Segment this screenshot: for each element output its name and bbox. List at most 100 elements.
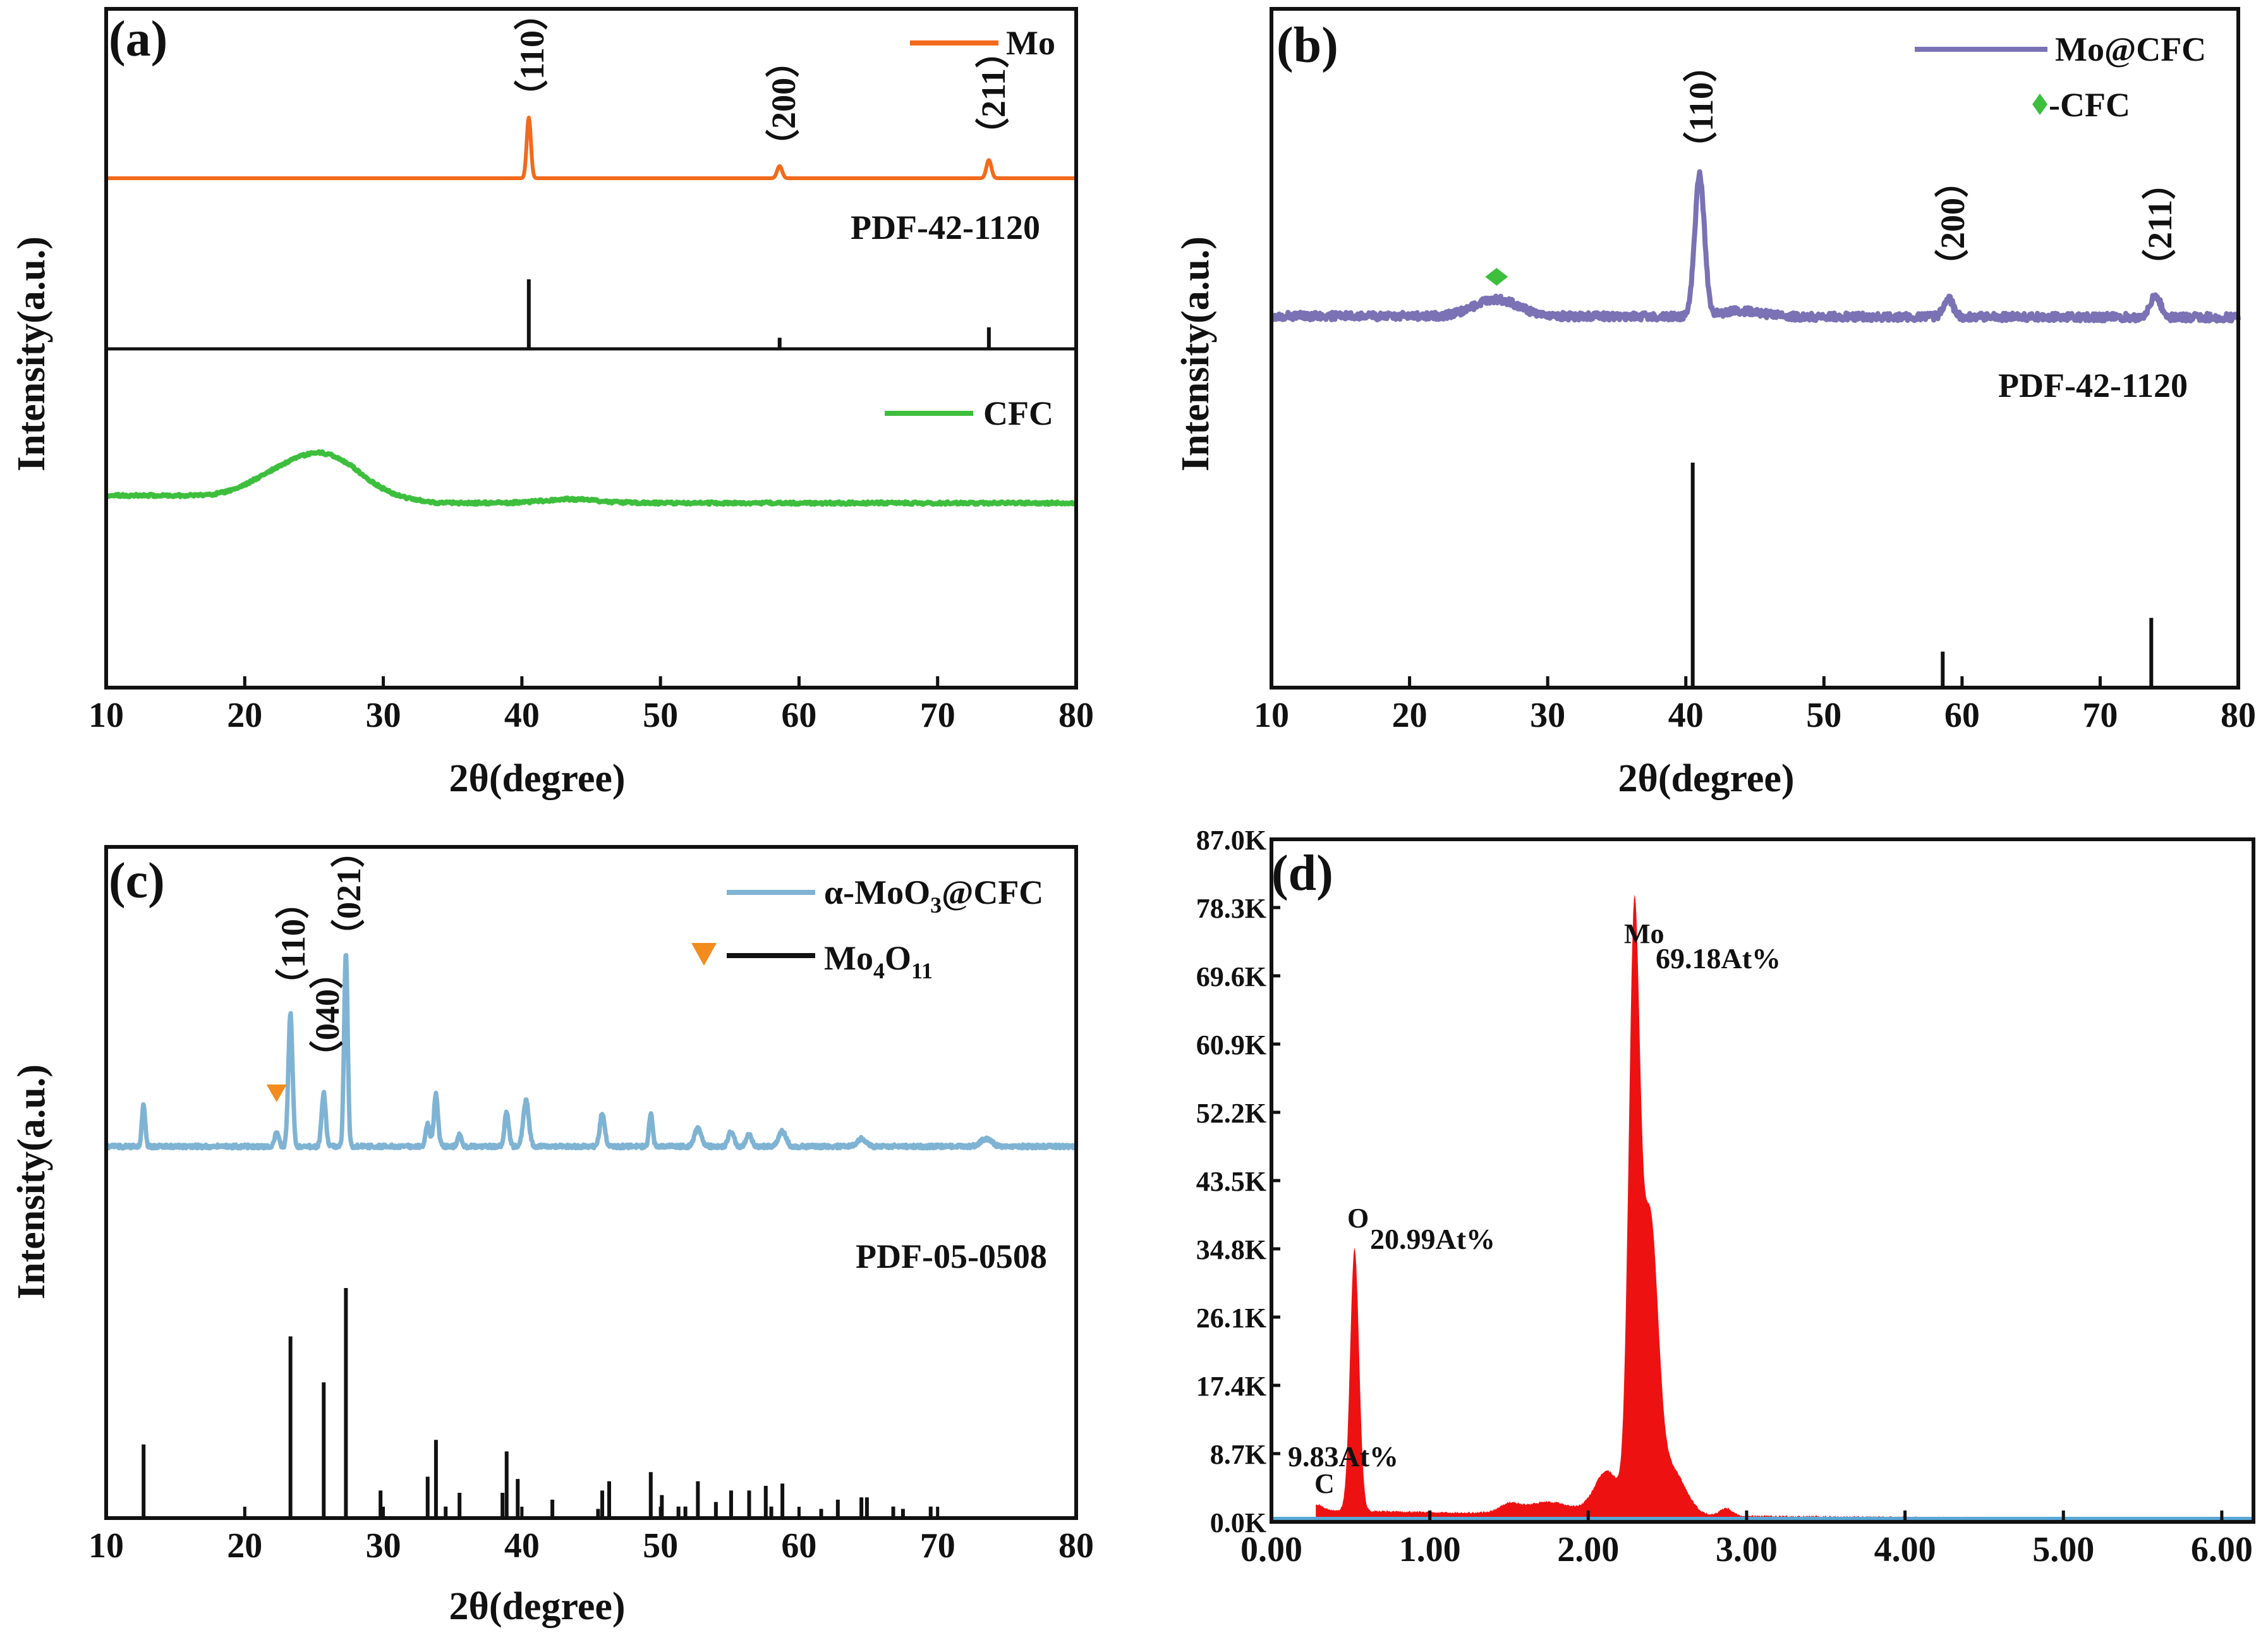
eds-element-o: O — [1347, 1203, 1369, 1234]
legend-triangle-down-icon — [691, 943, 717, 966]
cfc-diamond-icon — [1485, 268, 1508, 286]
x-tick-label: 30 — [366, 696, 401, 735]
x-axis: 0.00 1.00 2.00 3.00 4.00 5.00 6.00 — [1240, 1510, 2253, 1569]
mo-cfc-pattern-line — [1270, 169, 2241, 324]
x-tick-label: 30 — [1530, 696, 1565, 735]
panel-b-series — [1270, 169, 2241, 688]
y-tick-label: 78.3K — [1196, 893, 1266, 924]
x-tick-label: 3.00 — [1716, 1530, 1778, 1569]
x-tick-label: 40 — [1668, 696, 1704, 735]
y-tick-label: 0.0K — [1210, 1507, 1266, 1538]
x-tick-label: 4.00 — [1874, 1530, 1936, 1569]
legend-mo-label: Mo — [1006, 24, 1055, 62]
legend-diamond-icon — [2032, 94, 2047, 115]
peak-label-211: （211） — [974, 34, 1012, 152]
eds-value-c: 9.83At% — [1288, 1440, 1398, 1473]
x-axis-label: 2θ(degree) — [449, 757, 625, 800]
panel-a-label: (a) — [109, 11, 167, 67]
y-tick-label: 52.2K — [1196, 1098, 1266, 1129]
panel-a: (a) Mo CFC （110） （200） （211） PDF-42-1120… — [10, 0, 1094, 800]
x-axis: 10 20 30 40 50 60 70 80 — [88, 1507, 1094, 1565]
panel-d-label: (d) — [1271, 846, 1333, 901]
x-axis-label: 2θ(degree) — [1618, 757, 1794, 800]
x-tick-label: 70 — [920, 1526, 955, 1565]
peak-label-021: （021） — [330, 834, 368, 953]
panel-b-label: (b) — [1277, 18, 1338, 73]
pdf-05-0508-sticks — [142, 1288, 933, 1518]
x-tick-label: 10 — [88, 1526, 124, 1565]
peak-label-040: （040） — [308, 955, 346, 1074]
x-tick-label: 0.00 — [1240, 1530, 1302, 1569]
panel-d-series — [1271, 894, 2253, 1522]
x-tick-label: 2.00 — [1557, 1530, 1619, 1569]
peak-label-211: （211） — [2141, 166, 2179, 283]
peak-label-110: （110） — [1682, 48, 1720, 166]
y-tick-label: 60.9K — [1196, 1030, 1266, 1061]
x-tick-label: 80 — [1058, 696, 1094, 735]
eds-element-mo: Mo — [1624, 918, 1665, 949]
panel-c-series — [104, 952, 1079, 1518]
legend-cfc-label: CFC — [983, 394, 1053, 432]
pdf-card-label: PDF-05-0508 — [856, 1237, 1047, 1275]
x-tick-label: 50 — [643, 1526, 678, 1565]
x-tick-label: 50 — [1806, 696, 1841, 735]
y-tick-label: 87.0K — [1196, 825, 1266, 856]
y-axis: 0.0K 8.7K 17.4K 26.1K 34.8K 43.5K 52.2K 60.9K 69… — [1196, 825, 1280, 1538]
y-axis-label: Intensity(a.u.) — [10, 1064, 53, 1299]
plot-frame — [104, 845, 1078, 1520]
x-tick-label: 50 — [643, 696, 678, 735]
x-tick-label: 60 — [781, 696, 816, 735]
cfc-pattern-line — [104, 449, 1078, 507]
y-tick-label: 26.1K — [1196, 1303, 1266, 1334]
legend-moo3-label: α-MoO3@CFC — [824, 873, 1043, 918]
plot-frame — [1270, 7, 2240, 690]
mo-pattern-line — [105, 116, 1077, 180]
y-tick-label: 17.4K — [1196, 1371, 1266, 1402]
x-tick-label: 70 — [2082, 696, 2118, 735]
plot-frame — [1270, 837, 2255, 1524]
x-tick-label: 20 — [1392, 696, 1428, 735]
pdf-42-1120-sticks — [1690, 463, 2154, 688]
x-tick-label: 1.00 — [1399, 1530, 1461, 1569]
x-tick-label: 40 — [504, 696, 540, 735]
peak-label-200: （200） — [1934, 164, 1972, 283]
x-tick-label: 40 — [504, 1526, 540, 1565]
y-tick-label: 69.6K — [1196, 961, 1266, 992]
peak-label-110: （110） — [513, 0, 551, 114]
eds-element-c: C — [1314, 1468, 1335, 1499]
x-tick-label: 30 — [366, 1526, 401, 1565]
panel-c-label: (c) — [109, 853, 165, 909]
x-tick-label: 60 — [1944, 696, 1980, 735]
eds-value-o: 20.99At% — [1370, 1223, 1495, 1255]
eds-value-mo: 69.18At% — [1656, 942, 1781, 975]
y-tick-label: 8.7K — [1210, 1439, 1266, 1470]
x-tick-label: 10 — [1254, 696, 1289, 735]
x-tick-label: 80 — [2221, 696, 2256, 735]
panel-c: (c) α-MoO3@CFC Mo4O11 （110） （040） （021） … — [10, 834, 1094, 1628]
x-tick-label: 70 — [920, 696, 955, 735]
y-axis-label: Intensity(a.u.) — [10, 236, 53, 471]
y-tick-label: 43.5K — [1196, 1166, 1266, 1197]
mo4o11-triangle-down-icon — [266, 1085, 287, 1102]
pdf-card-label: PDF-42-1120 — [851, 209, 1040, 246]
pdf-card-label: PDF-42-1120 — [1998, 367, 2188, 404]
plot-frame — [104, 7, 1078, 690]
legend-mo-cfc-label: Mo@CFC — [2055, 30, 2206, 68]
x-tick-label: 6.00 — [2191, 1530, 2253, 1569]
panel-b: (b) Mo@CFC -CFC （110） （200） （211） PDF-42… — [1174, 7, 2256, 800]
y-axis-label: Intensity(a.u.) — [1174, 236, 1217, 471]
x-tick-label: 5.00 — [2032, 1530, 2094, 1569]
x-axis-label: 2θ(degree) — [449, 1585, 625, 1628]
eds-spectrum-area — [1316, 894, 2253, 1522]
x-axis: 10 20 30 40 50 60 70 80 — [1254, 676, 2256, 735]
panel-a-series — [104, 116, 1078, 507]
moo3-cfc-pattern-line — [104, 952, 1079, 1151]
x-tick-label: 20 — [227, 696, 262, 735]
panel-d: (d) C 9.83At% O 20.99At% Mo 69.18At% 0.0… — [1196, 825, 2255, 1569]
x-axis: 10 20 30 40 50 60 70 80 — [88, 676, 1094, 735]
peak-label-200: （200） — [765, 44, 803, 163]
x-tick-label: 80 — [1058, 1526, 1094, 1565]
x-tick-label: 60 — [781, 1526, 816, 1565]
y-tick-label: 34.8K — [1196, 1234, 1266, 1265]
